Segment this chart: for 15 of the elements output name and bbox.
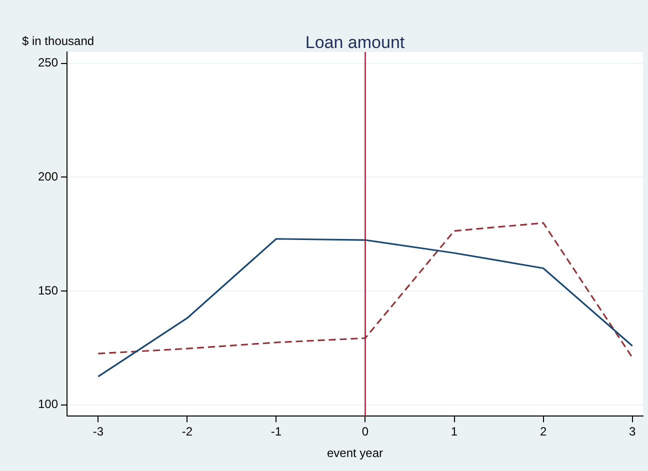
x-axis-title: event year	[326, 446, 384, 460]
x-tick-label: -3	[92, 424, 104, 439]
x-tick-label: -1	[270, 424, 282, 439]
y-axis-title: $ in thousand	[22, 34, 94, 48]
y-tick-label: 200	[38, 170, 58, 184]
y-tick-label: 150	[38, 283, 58, 298]
x-tick-label: 3	[628, 424, 636, 439]
x-tick-label: 1	[450, 424, 458, 439]
x-tick-label: 2	[540, 424, 547, 439]
y-tick-label: 100	[38, 397, 58, 412]
y-tick-label: 250	[38, 56, 58, 70]
x-tick-label: 0	[362, 424, 369, 439]
chart-title: Loan amount	[305, 33, 405, 52]
x-tick-label: -2	[182, 424, 193, 439]
line-series	[97, 222, 634, 358]
